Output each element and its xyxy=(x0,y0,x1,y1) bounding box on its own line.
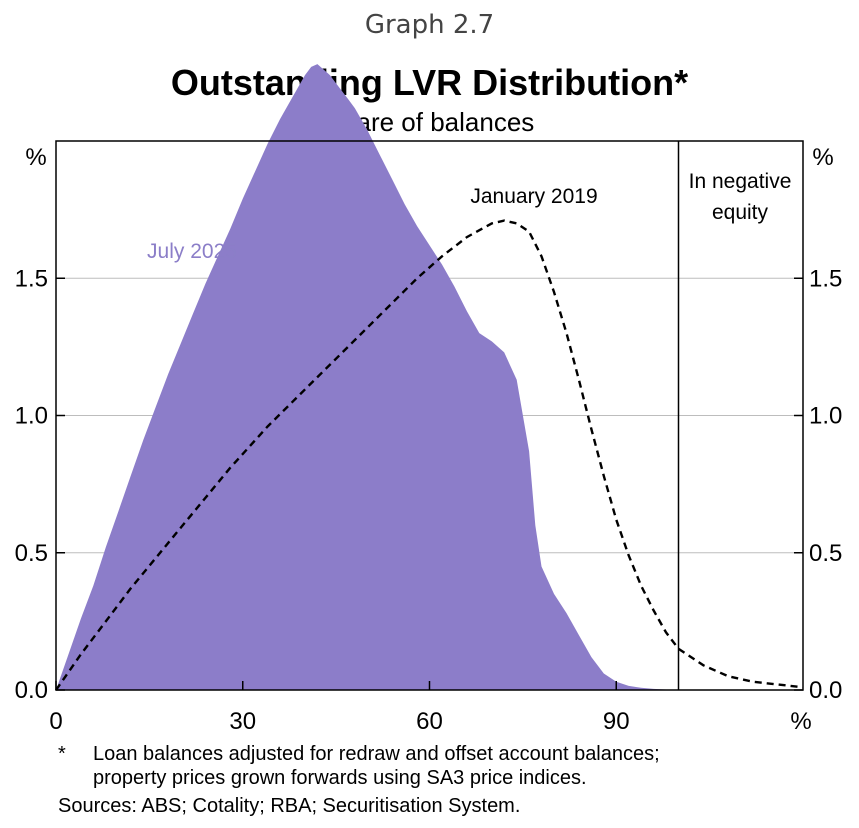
y-tick-label-left: 1.0 xyxy=(15,403,48,430)
chart-title: Outstanding LVR Distribution* xyxy=(170,62,689,103)
y-tick-label-right: 1.0 xyxy=(809,403,842,430)
y-tick-label-right: 0.0 xyxy=(809,677,842,704)
label-july-2025: July 2025 xyxy=(147,240,237,263)
graph-number: Graph 2.7 xyxy=(364,10,495,40)
y-tick-label-left: 0.5 xyxy=(15,540,48,567)
y-tick-label-left: 1.5 xyxy=(15,265,48,292)
footnote-line-1: Loan balances adjusted for redraw and of… xyxy=(93,743,660,765)
y-tick-label-right: 0.5 xyxy=(809,540,842,567)
x-axis: 0 30 60 90 xyxy=(49,681,630,735)
x-tick-label: 0 xyxy=(49,708,62,735)
x-tick-label: 60 xyxy=(416,708,443,735)
negative-equity-label-line2: equity xyxy=(712,201,769,224)
footnote-line-2: property prices grown forwards using SA3… xyxy=(93,767,587,789)
x-tick-label: 30 xyxy=(229,708,256,735)
x-axis-unit: % xyxy=(790,708,811,735)
y-axis-left-unit: % xyxy=(25,144,46,171)
label-january-2019: January 2019 xyxy=(470,185,597,208)
lvr-chart: 0.00.51.01.5 0.00.51.01.5 0 30 60 90 % % % … xyxy=(15,64,842,735)
series-area-july-2025 xyxy=(56,64,803,691)
y-axis-left: 0.0 0.5 1.0 1.5 xyxy=(15,265,65,704)
y-axis-right-unit: % xyxy=(812,144,833,171)
y-tick-label-right: 1.5 xyxy=(809,265,842,292)
footnote-marker: * xyxy=(58,743,66,765)
series-line-january-2019 xyxy=(55,219,804,691)
x-tick-label: 90 xyxy=(603,708,630,735)
footnote-text: Loan balances adjusted for redraw and of… xyxy=(93,742,833,790)
y-axis-right: 0.0 0.5 1.0 1.5 xyxy=(794,265,842,704)
sources: Sources: ABS; Cotality; RBA; Securitisat… xyxy=(58,795,521,817)
negative-equity-label-line1: In negative xyxy=(689,170,792,193)
y-tick-label-left: 0.0 xyxy=(15,677,48,704)
